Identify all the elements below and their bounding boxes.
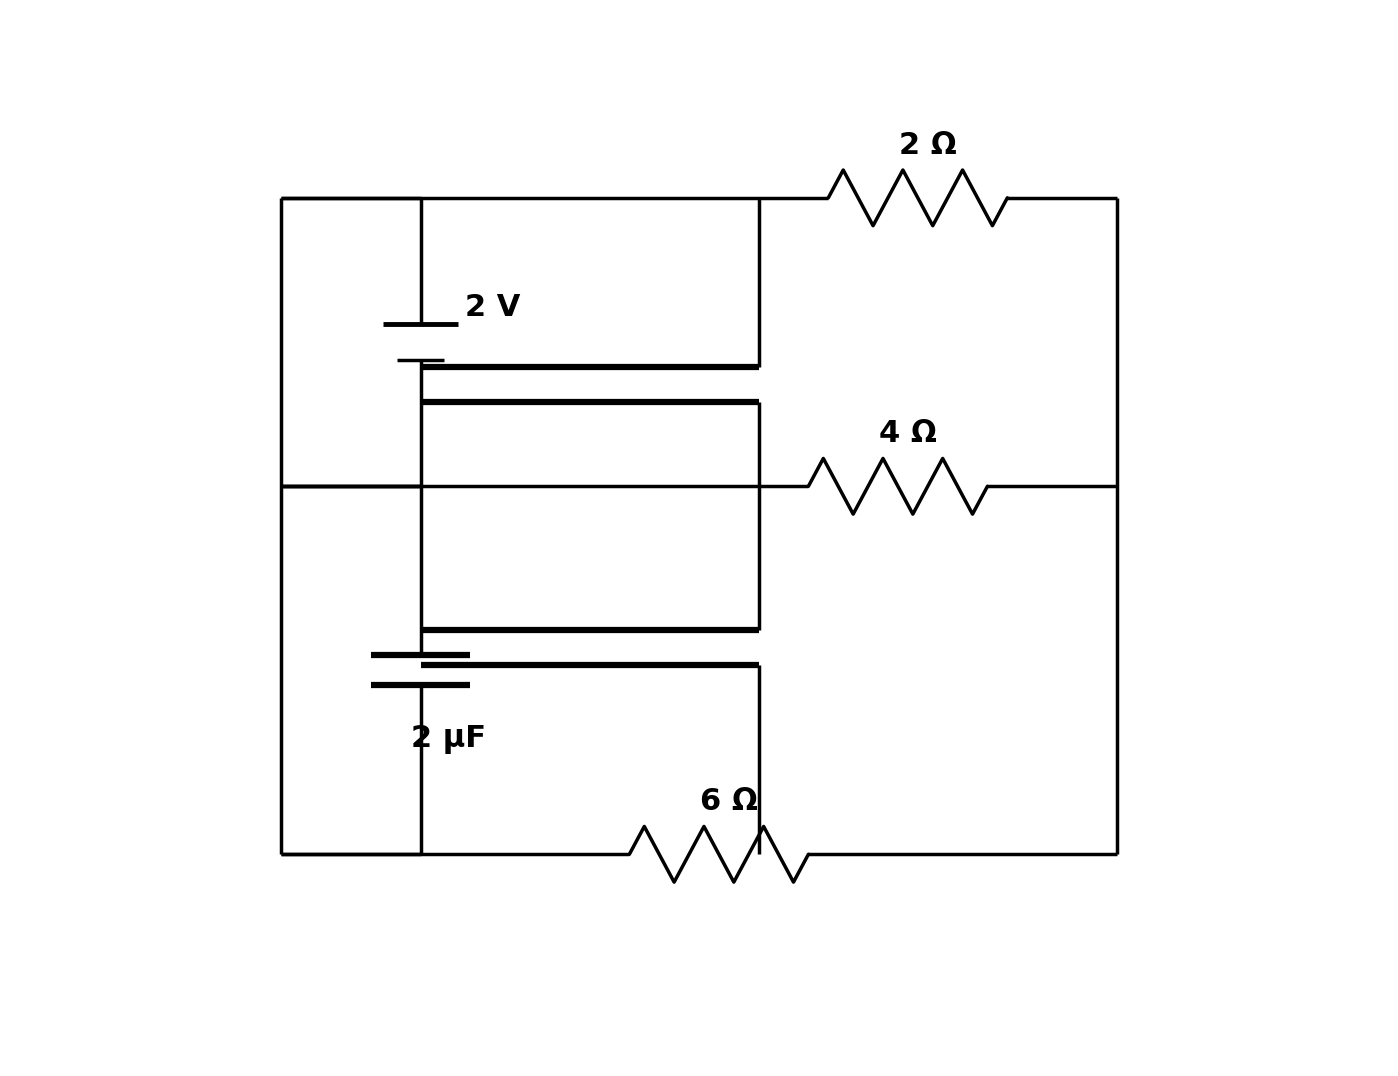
Text: 2 μF: 2 μF: [411, 725, 485, 754]
Text: 4 Ω: 4 Ω: [879, 420, 937, 449]
Text: 2 Ω: 2 Ω: [899, 131, 956, 160]
Text: 2 V: 2 V: [466, 293, 520, 322]
Text: 6 Ω: 6 Ω: [700, 788, 758, 817]
